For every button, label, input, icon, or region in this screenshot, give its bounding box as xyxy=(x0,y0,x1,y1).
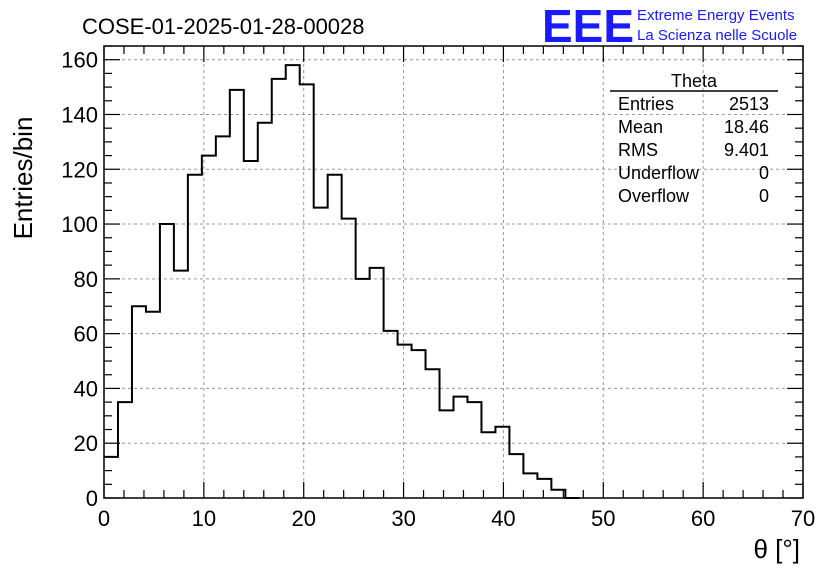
histogram-bin xyxy=(188,175,202,498)
x-tick-label: 60 xyxy=(691,506,715,531)
histogram-bin xyxy=(244,161,258,498)
y-axis-title: Entries/bin xyxy=(8,117,38,240)
logo-mark: EEE xyxy=(542,0,634,52)
stats-row-value: 0 xyxy=(759,186,769,206)
y-tick-label: 120 xyxy=(61,157,98,182)
y-tick-labels: 0 20 40 60 80 100 120 140 160 xyxy=(61,48,98,511)
histogram-bin xyxy=(356,279,370,498)
stats-row-label: RMS xyxy=(618,140,658,160)
histogram-bin xyxy=(146,312,160,498)
histogram-bin xyxy=(118,402,132,498)
histogram-bin xyxy=(412,350,426,498)
plot-frame xyxy=(103,45,804,499)
stats-row-value: 18.46 xyxy=(724,117,769,137)
y-tick-label: 100 xyxy=(61,212,98,237)
histogram-bin xyxy=(481,432,495,498)
histogram-bin xyxy=(495,427,509,498)
histogram-bin xyxy=(132,306,146,498)
histogram-bin xyxy=(258,123,272,498)
y-tick-label: 80 xyxy=(74,267,98,292)
histogram-bin xyxy=(160,224,174,498)
x-tick-label: 50 xyxy=(591,506,615,531)
histogram-bin xyxy=(104,457,118,498)
histogram-bin xyxy=(342,219,356,498)
histogram-bin xyxy=(398,345,412,498)
stats-row-value: 0 xyxy=(759,163,769,183)
y-tick-label: 60 xyxy=(74,322,98,347)
x-tick-label: 40 xyxy=(491,506,515,531)
stats-row-label: Entries xyxy=(618,94,674,114)
chart-title: COSE-01-2025-01-28-00028 xyxy=(82,14,365,39)
histogram-bin xyxy=(202,156,216,498)
histogram-bin xyxy=(328,175,342,498)
x-tick-label: 0 xyxy=(98,506,110,531)
y-tick-label: 20 xyxy=(74,431,98,456)
stats-box: Theta Entries 2513 Mean 18.46 RMS 9.401 Underfl… xyxy=(610,71,778,206)
axis-ticks xyxy=(103,45,804,499)
histogram-line xyxy=(104,64,580,499)
stats-row-value: 2513 xyxy=(729,94,769,114)
y-tick-label: 0 xyxy=(86,486,98,511)
x-axis-title: θ [°] xyxy=(753,534,800,564)
histogram-bin xyxy=(454,397,468,498)
histogram-bin xyxy=(384,331,398,498)
x-tick-label: 70 xyxy=(791,506,815,531)
x-tick-label: 30 xyxy=(391,506,415,531)
logo-line-1: Extreme Energy Events xyxy=(637,7,795,24)
histogram-bin xyxy=(272,79,286,498)
histogram-bin xyxy=(509,454,523,498)
y-tick-label: 40 xyxy=(74,376,98,401)
histogram-bin xyxy=(440,410,454,498)
logo-line-2: La Scienza nelle Scuole xyxy=(637,27,797,44)
histogram-bin xyxy=(216,136,230,498)
eee-logo: EEE Extreme Energy Events La Scienza nel… xyxy=(542,0,797,52)
grid-lines xyxy=(104,46,803,498)
y-tick-label: 160 xyxy=(61,48,98,73)
histogram-series xyxy=(104,64,580,499)
x-tick-label: 20 xyxy=(291,506,315,531)
x-tick-labels: 0 10 20 30 40 50 60 70 xyxy=(98,506,815,531)
histogram-bin xyxy=(370,268,384,498)
histogram-bin xyxy=(286,65,300,498)
histogram-bin xyxy=(523,473,537,498)
stats-row-label: Underflow xyxy=(618,163,700,183)
stats-row-label: Overflow xyxy=(618,186,690,206)
histogram-bin xyxy=(467,402,481,498)
histogram-bin xyxy=(300,84,314,498)
stats-title: Theta xyxy=(671,71,718,91)
stats-row-value: 9.401 xyxy=(724,140,769,160)
stats-row-label: Mean xyxy=(618,117,663,137)
histogram-bin xyxy=(174,271,188,498)
histogram-bin xyxy=(314,208,328,498)
histogram-bin xyxy=(230,90,244,498)
histogram-bin xyxy=(537,479,551,498)
histogram-bin xyxy=(426,369,440,498)
y-tick-label: 140 xyxy=(61,102,98,127)
x-tick-label: 10 xyxy=(192,506,216,531)
